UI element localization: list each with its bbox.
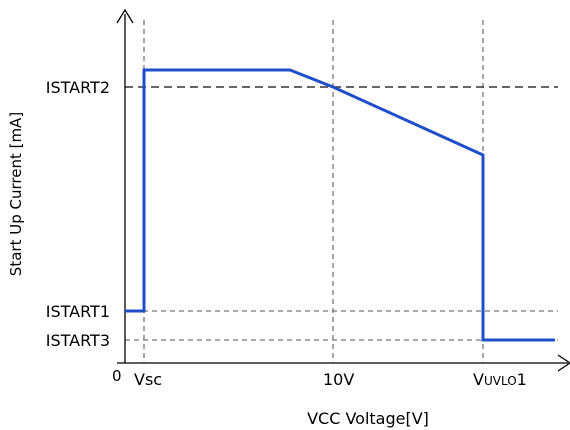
x-marker-text: V xyxy=(473,370,484,389)
y-axis-title: Start Up Current [mA] xyxy=(7,112,25,276)
x-marker-subscript: UVLO xyxy=(484,374,517,388)
y-marker-label-istart1: ISTART1 xyxy=(46,302,110,321)
series-layer xyxy=(124,68,556,342)
y-axis-arrow xyxy=(116,8,134,24)
x-marker-label-10v: 10V xyxy=(323,370,354,389)
x-marker-text: 10V xyxy=(323,370,354,389)
y-marker-label-istart2: ISTART2 xyxy=(46,78,110,97)
x-axis-title: VCC Voltage[V] xyxy=(307,409,429,428)
x-marker-text: Vsc xyxy=(134,370,162,389)
origin-label: 0 xyxy=(112,367,122,385)
x-axis-arrow xyxy=(557,354,570,372)
labels-layer: 0 VCC Voltage[V] Start Up Current [mA] V… xyxy=(7,78,527,428)
axes xyxy=(116,8,570,372)
x-marker-label-vsc: Vsc xyxy=(134,370,162,389)
x-marker-suffix: 1 xyxy=(517,370,527,389)
series-line xyxy=(125,68,555,342)
y-marker-label-istart3: ISTART3 xyxy=(46,331,110,350)
x-marker-label-vuvlo1: VUVLO1 xyxy=(473,370,527,389)
